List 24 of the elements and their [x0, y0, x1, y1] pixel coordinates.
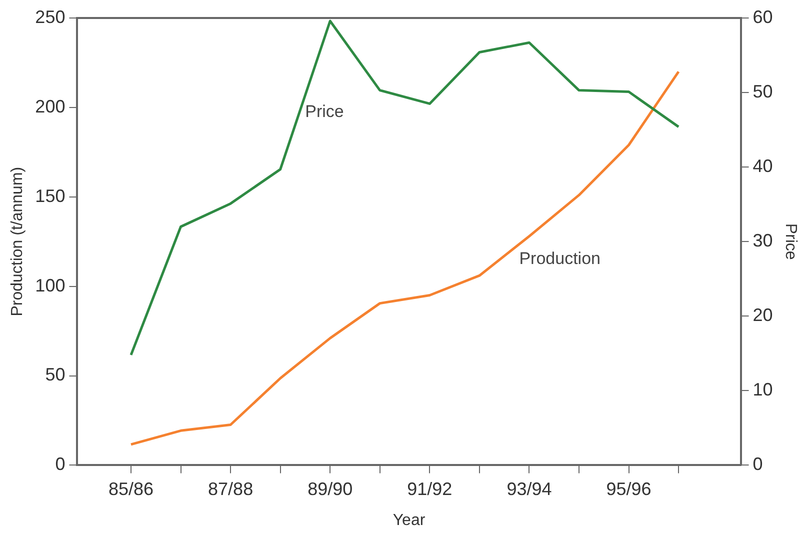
series-label: Production	[519, 249, 600, 268]
x-tick-label: 91/92	[407, 478, 452, 499]
y2-tick-label: 10	[752, 380, 773, 400]
x-tick-label: 95/96	[606, 478, 652, 499]
y2-tick-label: 30	[752, 230, 773, 251]
y2-tick-label: 0	[752, 454, 763, 474]
y-tick-label: 250	[35, 6, 66, 27]
y-tick-label: 150	[35, 186, 66, 206]
y-tick-label: 0	[55, 454, 66, 474]
x-axis-title: Year	[392, 512, 426, 529]
y2-tick-label: 20	[752, 305, 773, 326]
y2-axis-title: Price	[782, 223, 799, 260]
y-tick-label: 50	[45, 364, 66, 385]
y2-tick-label: 60	[752, 6, 773, 27]
x-tick-label: 87/88	[208, 478, 254, 499]
y-tick-label: 200	[35, 96, 66, 116]
y2-tick-label: 40	[752, 156, 773, 176]
x-tick-label: 85/86	[108, 478, 154, 499]
x-tick-label: 93/94	[506, 478, 552, 499]
y-tick-label: 100	[35, 275, 66, 296]
x-tick-label: 89/90	[308, 478, 353, 499]
y2-tick-label: 50	[752, 82, 773, 102]
y-axis-title: Production (t/annum)	[9, 166, 26, 316]
series-label: Price	[305, 102, 344, 121]
